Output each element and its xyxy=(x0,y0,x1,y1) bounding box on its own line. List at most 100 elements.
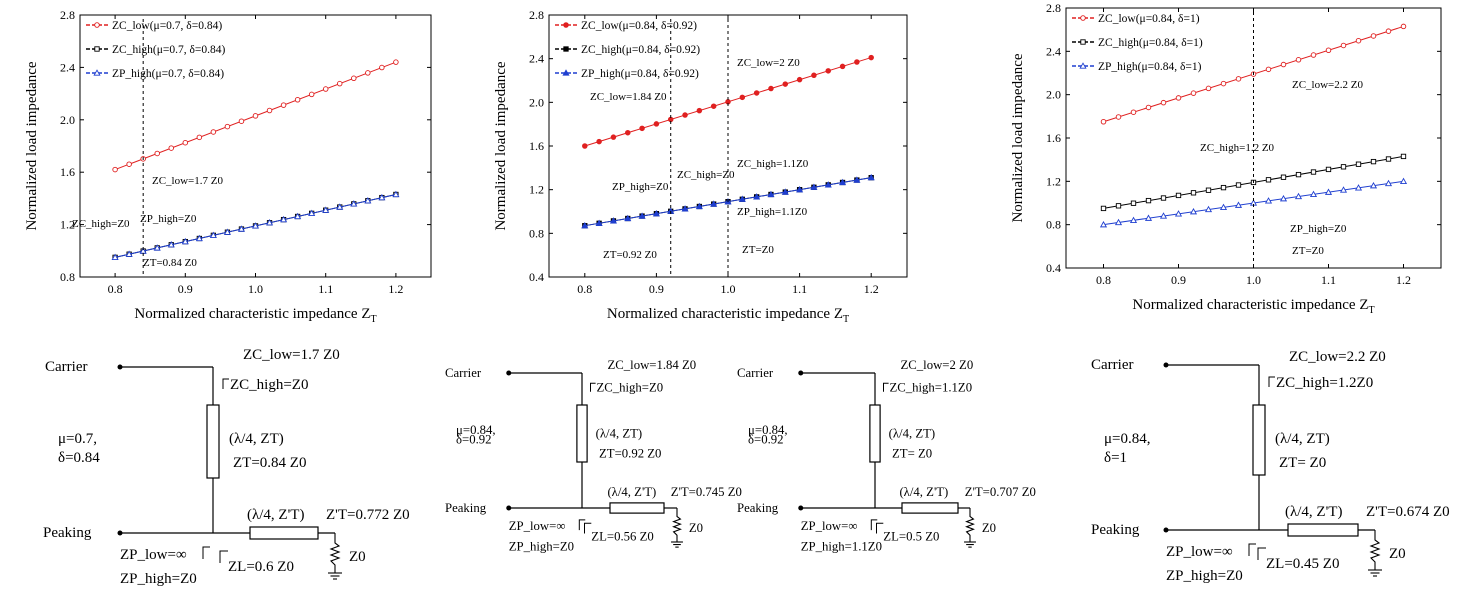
data-point xyxy=(111,253,119,260)
data-point xyxy=(1234,201,1243,208)
data-point xyxy=(1115,114,1122,120)
data-point xyxy=(739,94,746,101)
data-point xyxy=(336,80,343,87)
zt-label: ZT=0.84 Z0 xyxy=(233,455,306,471)
x-tick-label: 1.0 xyxy=(721,282,736,296)
data-point xyxy=(167,241,175,248)
mu-label: μ=0.84, xyxy=(748,423,788,437)
data-point xyxy=(767,190,775,198)
legend-marker xyxy=(1080,39,1086,45)
data-point xyxy=(853,176,861,183)
legend-label: ZC_low(μ=0.84, δ=0.92) xyxy=(581,20,697,32)
chart-annotation: ZC_high=1.2 Z0 xyxy=(1200,142,1275,154)
data-point xyxy=(796,76,803,83)
transmission-line-1 xyxy=(869,404,881,463)
data-point xyxy=(1324,188,1333,195)
data-point xyxy=(581,221,589,229)
data-point xyxy=(322,206,330,213)
legend-marker xyxy=(563,46,569,52)
zc-low-label: ZC_low=1.84 Z0 xyxy=(608,358,697,372)
peaking-label: Peaking xyxy=(737,501,779,515)
data-point xyxy=(1310,169,1317,175)
data-point xyxy=(1100,118,1107,125)
data-point xyxy=(1279,194,1288,202)
delta-label: δ=0.84 xyxy=(58,450,100,466)
data-point xyxy=(1145,104,1152,111)
port-arrow xyxy=(202,546,210,559)
zc-low-label: ZC_low=1.7 Z0 xyxy=(243,347,340,363)
data-point xyxy=(1400,153,1407,160)
tl1-label: (λ/4, ZT) xyxy=(596,426,643,440)
data-point xyxy=(610,134,617,140)
data-point xyxy=(824,181,832,188)
carrier-label: Carrier xyxy=(45,359,87,375)
x-tick-label: 1.2 xyxy=(864,282,879,296)
data-point xyxy=(1205,85,1212,92)
data-point xyxy=(1385,28,1392,34)
circuit-4: Carrier Peaking Z0 μ=0.84, δ=1 ZC_low=2.2 Z0 Z… xyxy=(1091,349,1450,584)
z0-label: Z0 xyxy=(982,521,996,535)
load-resistor xyxy=(965,508,975,542)
x-tick-label: 1.1 xyxy=(1321,273,1336,287)
data-point xyxy=(738,195,746,202)
y-tick-label: 2.8 xyxy=(1046,1,1061,15)
carrier-label: Carrier xyxy=(1091,357,1133,373)
data-point xyxy=(168,145,175,151)
x-tick-label: 1.0 xyxy=(248,282,263,296)
data-point xyxy=(811,72,817,79)
y-tick-label: 2.0 xyxy=(529,95,544,109)
zc-low-label: ZC_low=2.2 Z0 xyxy=(1289,349,1386,365)
transmission-line-1 xyxy=(1252,404,1266,476)
x-tick-label: 0.8 xyxy=(1096,273,1111,287)
data-point xyxy=(1370,158,1377,165)
zl-label: ZL=0.45 Z0 xyxy=(1266,556,1339,572)
chart-annotation: ZC_high=Z0 xyxy=(72,218,130,230)
chart-annotation: ZC_low=2 Z0 xyxy=(737,57,800,69)
y-tick-label: 2.0 xyxy=(60,113,75,127)
data-point xyxy=(280,215,288,223)
circuit-2: Carrier Peaking Z0 μ=0.84,δ=0.92 ZC_low=1.84… xyxy=(445,358,742,554)
legend-label: ZP_high(μ=0.84, δ=0.92) xyxy=(581,68,699,80)
data-point xyxy=(1159,212,1168,219)
data-point xyxy=(1175,192,1182,199)
zl-label: ZL=0.6 Z0 xyxy=(228,559,294,575)
data-point xyxy=(223,228,231,235)
data-point xyxy=(125,250,133,257)
tl1-label: (λ/4, ZT) xyxy=(229,431,284,447)
y-tick-label: 0.8 xyxy=(529,226,544,240)
tl2-label: (λ/4, Z'T) xyxy=(607,485,656,499)
chart-3: 0.8 0.9 1.0 1.1 1.2 0.4 0.8 1.2 1.6 2.0 2.4 2.8 Norm… xyxy=(1010,1,1442,316)
data-point xyxy=(696,107,703,114)
data-point xyxy=(1400,23,1407,30)
z0-label: Z0 xyxy=(1389,546,1406,562)
transmission-line-1 xyxy=(576,404,588,463)
legend-label: ZC_high(μ=0.84, δ=0.92) xyxy=(581,44,700,56)
legend-marker xyxy=(94,22,100,28)
circuit-3: Carrier Peaking Z0 μ=0.84,δ=0.92 ZC_low=2 Z0… xyxy=(737,358,1036,554)
zp-high-label: ZP_high=Z0 xyxy=(509,540,574,554)
mu-label: μ=0.84, xyxy=(1104,431,1151,447)
y-tick-label: 1.6 xyxy=(60,165,75,179)
transmission-line-2 xyxy=(1287,523,1359,537)
data-point xyxy=(237,225,246,232)
x-axis-label: Normalized characteristic impedance ZT xyxy=(134,306,376,325)
data-point xyxy=(782,81,789,87)
data-point xyxy=(1219,203,1228,210)
data-point xyxy=(364,197,372,204)
data-point xyxy=(1130,109,1137,115)
data-point xyxy=(596,138,602,145)
data-point xyxy=(652,209,660,217)
tl2-label: (λ/4, Z'T) xyxy=(1285,504,1342,520)
data-point xyxy=(753,193,761,200)
data-point xyxy=(336,203,344,210)
x-tick-label: 1.2 xyxy=(388,282,403,296)
data-point xyxy=(1340,42,1347,49)
data-point xyxy=(154,150,160,157)
data-point xyxy=(1144,214,1153,221)
y-tick-label: 2.8 xyxy=(60,8,75,22)
transmission-line-1 xyxy=(206,404,220,479)
data-point xyxy=(1190,90,1197,96)
data-point xyxy=(322,86,329,92)
data-point xyxy=(126,161,132,167)
